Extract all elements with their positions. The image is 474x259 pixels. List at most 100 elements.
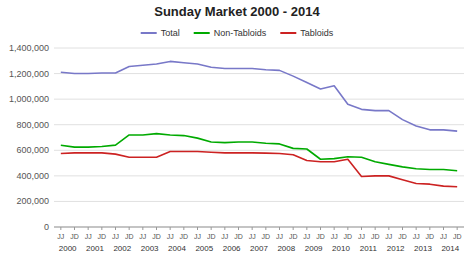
x-group-label: 2007 bbox=[250, 244, 268, 253]
x-tick bbox=[457, 227, 458, 230]
x-tick-label: JJ bbox=[413, 233, 420, 240]
grid-line bbox=[54, 150, 464, 151]
x-tick bbox=[129, 227, 130, 230]
grid-line bbox=[54, 99, 464, 100]
y-tick-label: 1,200,000 bbox=[9, 69, 49, 79]
x-tick-label: JJ bbox=[85, 233, 92, 240]
x-tick bbox=[238, 227, 239, 230]
x-group-label: 2006 bbox=[223, 244, 241, 253]
x-tick bbox=[388, 227, 389, 230]
x-group-label: 2004 bbox=[168, 244, 186, 253]
grid-line bbox=[54, 124, 464, 125]
x-axis: JJ JD JJ JD JJ JD JJ JD JJ JD JJ JD JJ JD JJ JD JJ JD JJ JD… bbox=[54, 227, 464, 253]
x-group-label: 2013 bbox=[414, 244, 432, 253]
y-tick-label: 400,000 bbox=[16, 171, 49, 181]
x-group-label: 2010 bbox=[332, 244, 350, 253]
line bbox=[61, 152, 457, 187]
x-tick bbox=[402, 227, 403, 230]
x-tick bbox=[293, 227, 294, 230]
x-tick bbox=[361, 227, 362, 230]
x-tick bbox=[183, 227, 184, 230]
x-tick bbox=[375, 227, 376, 230]
line bbox=[61, 61, 457, 131]
x-group-label: 2011 bbox=[360, 244, 378, 253]
x-group-label: 2012 bbox=[387, 244, 405, 253]
x-group-label: 2001 bbox=[86, 244, 104, 253]
x-tick-label: JJ bbox=[358, 233, 365, 240]
x-tick bbox=[88, 227, 89, 230]
x-tick bbox=[416, 227, 417, 230]
x-group-label: 2002 bbox=[113, 244, 131, 253]
x-tick-label: JJ bbox=[112, 233, 119, 240]
x-tick bbox=[443, 227, 444, 230]
x-tick bbox=[197, 227, 198, 230]
y-axis: 0 200,000 400,000 600,000 800,000 1,000,000 1,… bbox=[9, 43, 464, 232]
x-group-label: 2014 bbox=[441, 244, 459, 253]
legend-label: Non-Tabloids bbox=[214, 28, 267, 38]
y-tick-label: 200,000 bbox=[16, 196, 49, 206]
x-tick bbox=[265, 227, 266, 230]
plot-area bbox=[61, 61, 457, 186]
x-tick bbox=[156, 227, 157, 230]
x-tick-label: JJ bbox=[303, 233, 310, 240]
x-tick bbox=[334, 227, 335, 230]
x-tick bbox=[74, 227, 75, 230]
background bbox=[0, 0, 474, 259]
x-tick-label: JD bbox=[234, 233, 243, 240]
y-tick-label: 1,400,000 bbox=[9, 43, 49, 53]
x-tick-label: JD bbox=[289, 233, 298, 240]
x-tick-label: JD bbox=[316, 233, 325, 240]
legend-label: Tabloids bbox=[300, 28, 334, 38]
x-tick bbox=[347, 227, 348, 230]
grid-line bbox=[54, 201, 464, 202]
x-tick-label: JJ bbox=[167, 233, 174, 240]
grid-line bbox=[54, 175, 464, 176]
x-tick-label: JD bbox=[180, 233, 189, 240]
x-tick bbox=[429, 227, 430, 230]
x-tick bbox=[224, 227, 225, 230]
x-group-label: 2003 bbox=[141, 244, 159, 253]
x-tick bbox=[320, 227, 321, 230]
x-tick bbox=[101, 227, 102, 230]
legend-item: Non-Tabloids bbox=[194, 28, 267, 38]
legend-swatch bbox=[141, 32, 157, 34]
legend-item: Total bbox=[141, 28, 180, 38]
legend-swatch bbox=[280, 32, 296, 34]
x-tick-label: JD bbox=[371, 233, 380, 240]
x-tick-label: JD bbox=[125, 233, 134, 240]
x-tick-label: JJ bbox=[139, 233, 146, 240]
x-tick-label: JJ bbox=[221, 233, 228, 240]
legend: Total Non-Tabloids Tabloids bbox=[141, 28, 334, 38]
x-tick bbox=[142, 227, 143, 230]
x-tick-label: JD bbox=[207, 233, 216, 240]
x-tick-label: JD bbox=[453, 233, 462, 240]
x-tick-label: JD bbox=[152, 233, 161, 240]
x-tick bbox=[252, 227, 253, 230]
x-group-label: 2008 bbox=[277, 244, 295, 253]
y-tick-label: 800,000 bbox=[16, 120, 49, 130]
x-tick bbox=[279, 227, 280, 230]
x-tick-label: JJ bbox=[276, 233, 283, 240]
x-tick bbox=[115, 227, 116, 230]
legend-label: Total bbox=[161, 28, 180, 38]
x-tick-label: JD bbox=[70, 233, 79, 240]
x-tick-label: JJ bbox=[385, 233, 392, 240]
y-tick-label: 0 bbox=[44, 222, 49, 232]
y-tick-label: 600,000 bbox=[16, 145, 49, 155]
legend-swatch bbox=[194, 32, 210, 34]
chart: Sunday Market 2000 - 2014 0 200,000 400,000… bbox=[0, 0, 474, 259]
x-group-label: 2005 bbox=[195, 244, 213, 253]
x-tick-label: JD bbox=[344, 233, 353, 240]
x-tick-label: JJ bbox=[440, 233, 447, 240]
grid-line bbox=[54, 48, 464, 49]
x-group-label: 2009 bbox=[305, 244, 323, 253]
x-tick-label: JD bbox=[398, 233, 407, 240]
x-tick bbox=[306, 227, 307, 230]
x-tick bbox=[60, 227, 61, 230]
x-tick-label: JJ bbox=[249, 233, 256, 240]
title: Sunday Market 2000 - 2014 bbox=[154, 4, 320, 19]
x-tick bbox=[170, 227, 171, 230]
y-tick-label: 1,000,000 bbox=[9, 94, 49, 104]
x-group-label: 2000 bbox=[59, 244, 77, 253]
x-tick bbox=[211, 227, 212, 230]
